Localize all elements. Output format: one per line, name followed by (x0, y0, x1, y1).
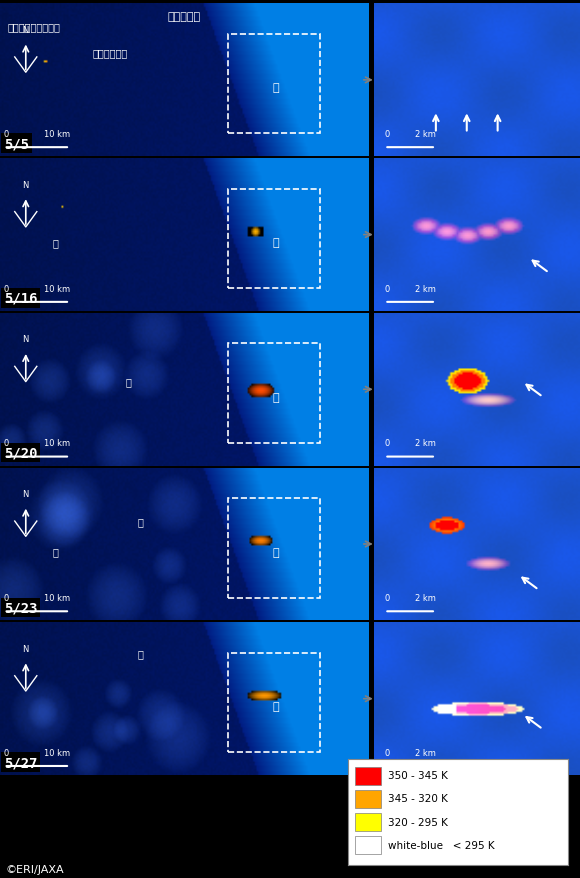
Text: 10 km: 10 km (44, 439, 70, 448)
Text: 2 km: 2 km (415, 594, 436, 602)
Text: N: N (23, 335, 29, 344)
Text: プゥオオ火口: プゥオオ火口 (92, 48, 128, 58)
Text: 海: 海 (273, 547, 280, 557)
Bar (354, 766, 381, 785)
Bar (354, 837, 381, 854)
Text: 2 km: 2 km (415, 284, 436, 293)
Bar (229, 190, 320, 289)
Text: 0: 0 (385, 594, 390, 602)
Text: ©ERI/JAXA: ©ERI/JAXA (6, 864, 64, 874)
Text: 2 km: 2 km (415, 130, 436, 139)
Text: 0: 0 (3, 748, 9, 757)
Text: 345 - 320 K: 345 - 320 K (387, 794, 448, 803)
Text: 0: 0 (3, 284, 9, 293)
Text: 雲: 雲 (52, 547, 58, 557)
Bar (229, 499, 320, 598)
Text: N: N (23, 490, 29, 499)
Text: 0: 0 (385, 130, 390, 139)
Text: 0: 0 (385, 284, 390, 293)
Text: N: N (23, 181, 29, 190)
Bar (229, 35, 320, 134)
Text: 320 - 295 K: 320 - 295 K (387, 817, 448, 826)
Text: 雲: 雲 (137, 516, 143, 527)
Text: キラウエアカルデラ: キラウエアカルデラ (8, 22, 60, 32)
Text: 0: 0 (385, 439, 390, 448)
Text: 5/20: 5/20 (3, 446, 37, 460)
Text: 5/23: 5/23 (3, 601, 37, 615)
Text: 海: 海 (273, 702, 280, 711)
Text: プナ南地区: プナ南地区 (168, 11, 201, 22)
Text: N: N (23, 26, 29, 35)
Text: 0: 0 (3, 130, 9, 139)
Text: 10 km: 10 km (44, 284, 70, 293)
Text: 雲: 雲 (137, 648, 143, 658)
Text: 2 km: 2 km (415, 439, 436, 448)
Text: 10 km: 10 km (44, 594, 70, 602)
Text: 2 km: 2 km (415, 748, 436, 757)
Text: 5/16: 5/16 (3, 291, 37, 306)
Text: 0: 0 (3, 439, 9, 448)
Bar (354, 790, 381, 808)
Text: 0: 0 (3, 594, 9, 602)
Text: 5/5: 5/5 (3, 137, 29, 151)
Text: 雲: 雲 (126, 378, 132, 387)
Text: 0: 0 (385, 748, 390, 757)
Bar (229, 653, 320, 752)
Text: 10 km: 10 km (44, 130, 70, 139)
Text: 雲: 雲 (52, 238, 58, 248)
Bar (229, 344, 320, 443)
Text: white-blue   < 295 K: white-blue < 295 K (387, 840, 494, 850)
Text: 海: 海 (273, 392, 280, 402)
Text: N: N (23, 644, 29, 653)
Bar (354, 813, 381, 831)
Text: 海: 海 (273, 238, 280, 248)
Text: 10 km: 10 km (44, 748, 70, 757)
Text: 350 - 345 K: 350 - 345 K (387, 770, 448, 781)
Text: 5/27: 5/27 (3, 755, 37, 769)
Text: 海: 海 (273, 83, 280, 93)
